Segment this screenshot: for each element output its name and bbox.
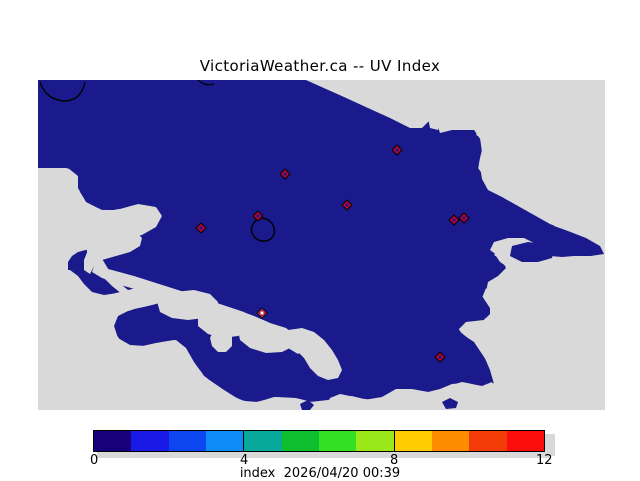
colorbar-band-11 — [506, 431, 544, 451]
colorbar-band-6 — [318, 431, 357, 451]
land-south-coast — [38, 344, 508, 410]
colorbar-band-2 — [168, 431, 206, 451]
land-southeast — [478, 322, 605, 410]
colorbar-band-4 — [243, 431, 282, 451]
colorbar-tick-4: 4 — [240, 453, 249, 468]
colorbar-band-5 — [281, 431, 319, 451]
station-marker[interactable] — [341, 199, 353, 211]
station-marker[interactable] — [256, 307, 268, 319]
land-inner-channel — [238, 323, 296, 353]
uv-field-region-north — [38, 80, 604, 402]
land-victoria-saanich — [288, 328, 342, 380]
colorbar-band-10 — [469, 431, 507, 451]
contour-line-center — [250, 217, 276, 242]
uv-field-islet-bottom-2 — [300, 400, 314, 410]
colorbar-tick-8: 8 — [390, 453, 399, 468]
station-marker[interactable] — [434, 351, 446, 363]
contour-line-northwest — [39, 81, 86, 102]
land-saanich-arm — [210, 328, 232, 352]
uv-index-map[interactable] — [38, 80, 605, 410]
land-spit-hook — [84, 232, 142, 274]
colorbar-band-0 — [94, 431, 132, 451]
station-marker[interactable] — [195, 222, 207, 234]
colorbar-band-8 — [393, 431, 432, 451]
colorbar-shadow-bottom — [97, 452, 549, 458]
page-title: VictoriaWeather.ca -- UV Index — [199, 57, 441, 75]
station-marker[interactable] — [391, 144, 403, 156]
land-islet-east-2 — [464, 322, 496, 342]
uv-field-islet-se — [510, 242, 554, 262]
colorbar-band-3 — [205, 431, 244, 451]
station-marker[interactable] — [458, 212, 470, 224]
land-notch-1 — [428, 112, 440, 130]
contour-line-north-center — [197, 80, 215, 86]
colorbar-band-9 — [431, 431, 470, 451]
land-peninsula-mid — [156, 290, 218, 320]
colorbar-container — [93, 430, 555, 458]
colorbar-band-1 — [131, 431, 169, 451]
station-marker[interactable] — [252, 210, 264, 222]
colorbar-band-7 — [356, 431, 394, 451]
colorbar-shadow-right — [545, 434, 555, 456]
station-marker[interactable] — [448, 214, 460, 226]
station-markers[interactable] — [195, 144, 470, 363]
station-marker[interactable] — [279, 168, 291, 180]
map-panel[interactable] — [38, 80, 605, 410]
colorbar-tick-12: 12 — [536, 453, 553, 468]
land-island-south-center — [328, 394, 354, 408]
uv-field-islet-bottom — [442, 398, 458, 409]
uv-index-colorbar[interactable] — [93, 430, 545, 452]
colorbar-caption: index 2026/04/20 00:39 — [239, 466, 401, 481]
land-shore-band — [92, 266, 304, 354]
colorbar-tick-0: 0 — [90, 453, 99, 468]
